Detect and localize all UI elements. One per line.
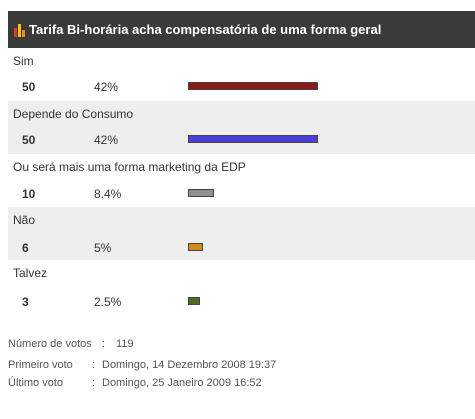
poll-option: Talvez 3 2.5% xyxy=(8,260,475,316)
option-percent: 2.5% xyxy=(94,295,122,309)
option-percent: 42% xyxy=(94,80,119,94)
option-percent: 42% xyxy=(94,133,119,147)
option-bar xyxy=(188,189,214,197)
poll-option: Depende do Consumo 50 42% xyxy=(8,101,475,154)
first-vote-value: Domingo, 14 Dezembro 2008 19:37 xyxy=(102,359,277,371)
poll-stats: Número de votos : 119 Primeiro voto : Do… xyxy=(8,338,475,398)
option-bar xyxy=(188,135,318,143)
option-label: Depende do Consumo xyxy=(13,107,134,121)
option-label: Não xyxy=(13,213,36,227)
poll-option: Ou será mais uma forma marketing da EDP … xyxy=(8,154,475,207)
option-bar xyxy=(188,82,318,90)
option-label: Ou será mais uma forma marketing da EDP xyxy=(13,160,246,174)
option-percent: 5% xyxy=(94,241,112,255)
separator: : xyxy=(102,338,106,350)
first-vote-label: Primeiro voto xyxy=(8,359,73,371)
poll-option: Sim 50 42% xyxy=(8,48,475,101)
option-percent: 8.4% xyxy=(94,187,122,201)
poll-header: Tarifa Bi-horária acha compensatória de … xyxy=(8,11,475,48)
option-votes: 50 xyxy=(22,80,36,94)
option-bar xyxy=(188,297,200,305)
total-votes-label: Número de votos xyxy=(8,338,92,350)
bar-chart-icon xyxy=(14,23,26,37)
option-bar xyxy=(188,243,203,251)
option-votes: 50 xyxy=(22,133,36,147)
last-vote-value: Domingo, 25 Janeiro 2009 16:52 xyxy=(102,377,262,389)
option-votes: 3 xyxy=(22,295,29,309)
poll-option: Não 6 5% xyxy=(8,207,475,260)
option-label: Sim xyxy=(13,54,34,68)
option-votes: 6 xyxy=(22,241,29,255)
option-label: Talvez xyxy=(13,266,48,280)
poll-title: Tarifa Bi-horária acha compensatória de … xyxy=(29,22,382,37)
total-votes-value: 119 xyxy=(116,338,134,350)
last-vote-label: Último voto xyxy=(8,377,64,389)
separator: : xyxy=(92,359,96,371)
option-votes: 10 xyxy=(22,187,36,201)
separator: : xyxy=(92,377,96,389)
